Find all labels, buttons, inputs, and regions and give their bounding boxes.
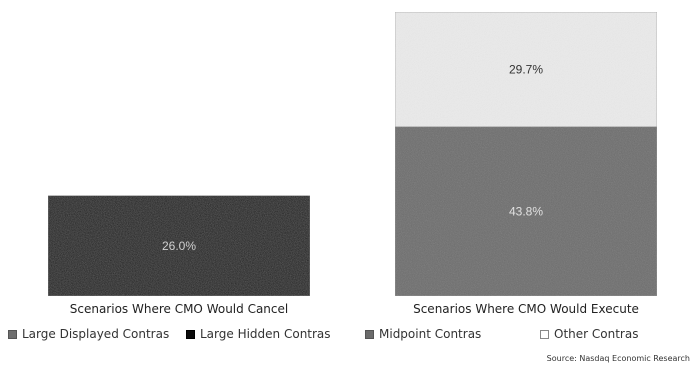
bar-segment-midpoint-contras bbox=[394, 126, 658, 297]
legend-item-large-displayed-contras: Large Displayed Contras bbox=[8, 327, 169, 341]
data-label: 43.8% bbox=[509, 204, 543, 218]
source-note: Source: Nasdaq Economic Research bbox=[546, 354, 690, 363]
legend-label: Large Hidden Contras bbox=[200, 327, 331, 341]
data-label: 26.0% bbox=[162, 239, 196, 253]
category-label: Scenarios Where CMO Would Execute bbox=[413, 302, 639, 316]
bar-segment-other-contras bbox=[394, 11, 658, 128]
legend-label: Other Contras bbox=[554, 327, 639, 341]
legend-swatch-large-displayed-contras bbox=[8, 329, 17, 339]
chart-svg: 26.0% 43.8% 29.7% Scenarios Where CMO Woul… bbox=[47, 11, 658, 316]
legend-swatch-large-hidden-contras bbox=[186, 329, 195, 339]
legend-swatch-midpoint-contras bbox=[365, 329, 374, 339]
bars-layer bbox=[47, 11, 658, 297]
legend-label: Large Displayed Contras bbox=[22, 327, 170, 341]
legend-item-midpoint-contras: Midpoint Contras bbox=[365, 327, 481, 341]
bar-segment-large-hidden-contras bbox=[47, 195, 311, 297]
legend-item-large-hidden-contras: Large Hidden Contras bbox=[186, 327, 331, 341]
legend-label: Midpoint Contras bbox=[379, 327, 482, 341]
data-label: 29.7% bbox=[509, 62, 543, 76]
category-labels: Scenarios Where CMO Would Cancel Scenario… bbox=[70, 302, 639, 316]
legend: Large Displayed Contras Large Hidden Con… bbox=[8, 327, 688, 345]
labels-layer: 26.0% 43.8% 29.7% bbox=[162, 62, 543, 252]
legend-swatch-other-contras bbox=[540, 329, 549, 339]
legend-item-other-contras: Other Contras bbox=[540, 327, 638, 341]
category-label: Scenarios Where CMO Would Cancel bbox=[70, 302, 288, 316]
